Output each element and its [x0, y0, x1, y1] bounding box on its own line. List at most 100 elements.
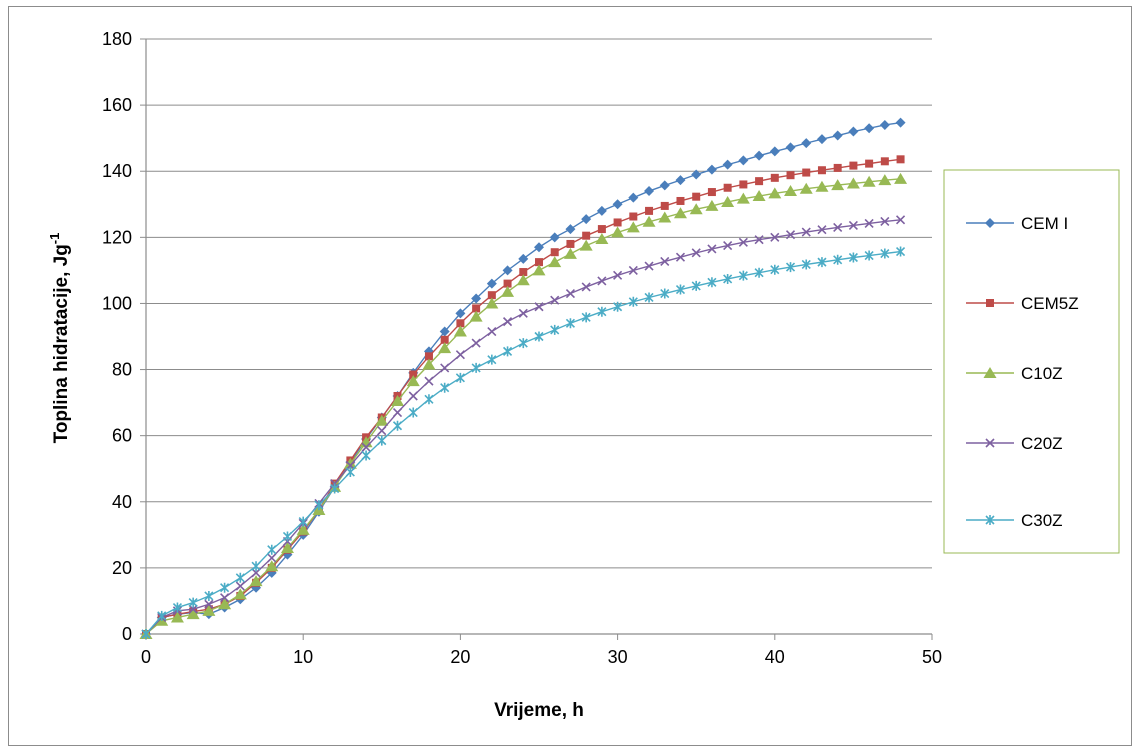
data-point [738, 270, 748, 281]
legend-label: CEM I [1021, 214, 1068, 233]
data-point [157, 610, 167, 621]
data-point [880, 248, 890, 259]
legend-marker [983, 367, 997, 378]
data-point [786, 171, 795, 180]
data-point [581, 312, 591, 323]
data-point [723, 241, 733, 251]
data-point [865, 159, 874, 168]
legend-entry: C30Z [966, 511, 1063, 530]
data-point [186, 608, 200, 620]
data-point [880, 216, 890, 227]
data-point [691, 248, 701, 258]
data-point [770, 264, 780, 275]
data-point [408, 407, 418, 418]
data-point [409, 370, 418, 379]
series-c30z [141, 246, 906, 639]
data-point [345, 460, 355, 470]
legend-entry: C10Z [966, 364, 1063, 383]
legend-marker [985, 438, 995, 448]
y-axis-title-superscript: -1 [47, 233, 62, 245]
x-tick-label: 40 [765, 647, 785, 667]
legend: CEM I CEM5Z C10Z C20Z C30Z [943, 169, 1120, 554]
data-point [801, 259, 811, 270]
data-point [534, 242, 544, 253]
data-point [784, 185, 798, 197]
data-point [535, 258, 543, 267]
data-point [691, 169, 702, 180]
data-point [596, 205, 607, 216]
data-point [846, 177, 860, 189]
data-point [314, 500, 324, 511]
data-point [406, 375, 420, 387]
data-point [471, 293, 482, 304]
data-point [361, 450, 371, 461]
data-point [706, 164, 717, 175]
data-point [472, 304, 481, 313]
y-tick-labels: 0 20 40 60 80 100 120 140 160 180 [102, 29, 146, 644]
data-point [755, 177, 764, 186]
data-point [595, 232, 609, 244]
data-point [518, 308, 528, 318]
data-point [233, 588, 247, 600]
data-point [455, 308, 466, 319]
data-point [550, 248, 559, 257]
data-point [785, 142, 796, 153]
data-point [815, 180, 829, 192]
data-point [738, 237, 748, 247]
data-point [471, 362, 481, 373]
y-tick-label: 80 [112, 360, 132, 380]
data-point [220, 593, 230, 603]
y-tick-label: 160 [102, 95, 132, 115]
x-tick-label: 20 [450, 647, 470, 667]
data-point [833, 163, 842, 172]
data-point [660, 201, 669, 210]
data-point [880, 157, 889, 166]
data-point [864, 218, 874, 229]
data-point [501, 285, 515, 297]
data-point [754, 267, 764, 278]
legend-entry: CEM5Z [966, 294, 1079, 313]
data-point [628, 192, 639, 203]
data-point [613, 301, 623, 312]
data-point [456, 319, 465, 328]
y-tick-label: 120 [102, 227, 132, 247]
data-point [438, 342, 452, 354]
data-point [894, 172, 908, 184]
data-point [770, 232, 780, 242]
data-point [487, 291, 496, 300]
x-tick-label: 30 [608, 647, 628, 667]
series-line [145, 121, 901, 635]
legend-marker [985, 218, 995, 228]
legend-box [943, 169, 1120, 554]
data-point [864, 123, 875, 134]
data-point [707, 277, 717, 288]
data-point [878, 174, 892, 186]
data-point [675, 252, 686, 262]
data-point [692, 192, 701, 201]
x-tick-label: 50 [922, 647, 942, 667]
data-point [848, 252, 858, 263]
data-point [392, 420, 403, 431]
data-point [440, 363, 450, 373]
legend-marker [986, 299, 994, 307]
data-point [188, 604, 198, 614]
data-point [502, 346, 513, 357]
data-point [879, 119, 890, 130]
data-point [502, 265, 513, 276]
data-point [707, 244, 717, 254]
data-point [832, 130, 843, 141]
data-point [833, 222, 843, 232]
data-point [188, 597, 198, 608]
data-point [375, 414, 389, 426]
x-tick-label: 0 [141, 647, 151, 667]
data-point [282, 531, 293, 542]
data-point [267, 544, 277, 555]
data-point [469, 310, 483, 322]
data-point [613, 218, 622, 227]
data-point [439, 326, 450, 337]
data-point [675, 284, 686, 295]
data-point [345, 467, 355, 478]
x-tick-labels: 0 10 20 30 40 50 [141, 634, 942, 667]
axes [145, 39, 932, 635]
